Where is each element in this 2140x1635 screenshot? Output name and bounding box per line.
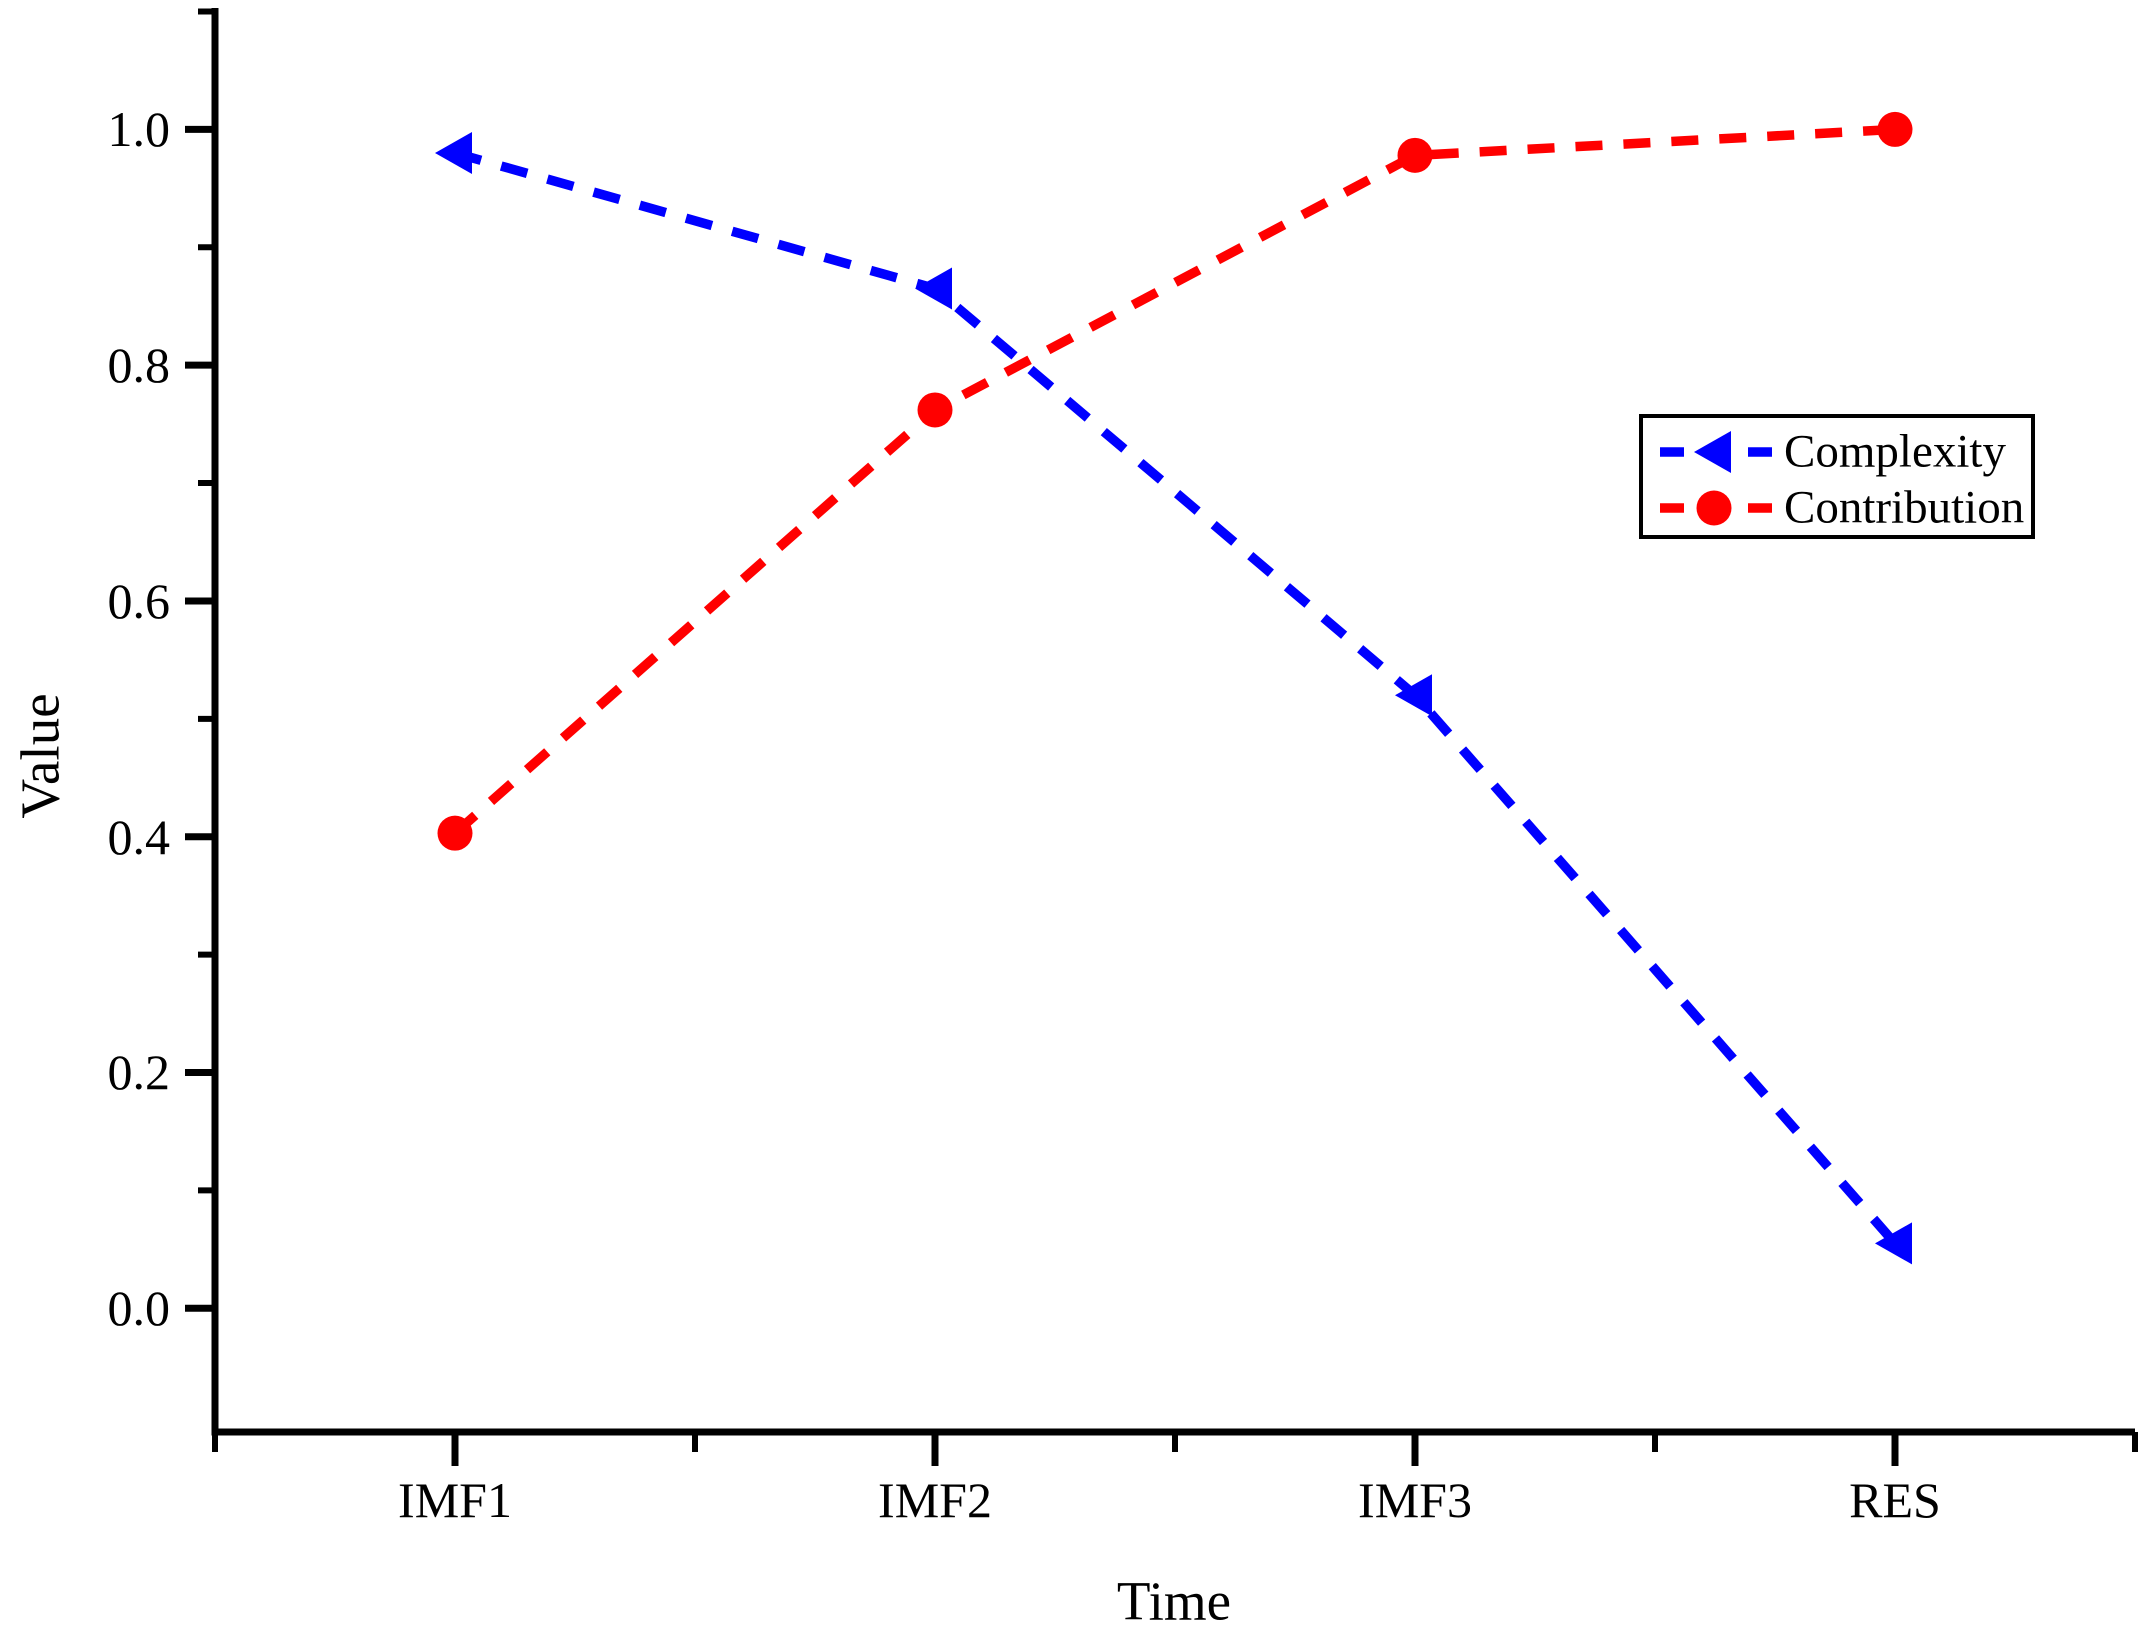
y-tick-label-0.8: 0.8 xyxy=(107,337,171,394)
marker-circle-imf1 xyxy=(437,815,473,851)
y-tick-label-1.0: 1.0 xyxy=(107,101,171,158)
y-axis-title: Value xyxy=(9,693,71,819)
legend-label-contribution: Contribution xyxy=(1784,481,2025,534)
x-tick-label-res: RES xyxy=(1849,1472,1941,1528)
legend-label-complexity: Complexity xyxy=(1784,425,2006,478)
x-axis-title: Time xyxy=(1116,1570,1232,1632)
marker-triangle-left-res xyxy=(1875,1222,1912,1265)
marker-circle-imf2 xyxy=(917,392,953,428)
y-tick-label-0.4: 0.4 xyxy=(107,808,171,865)
y-tick-label-0.2: 0.2 xyxy=(107,1044,171,1101)
x-tick-label-imf2: IMF2 xyxy=(878,1472,992,1528)
x-tick-label-imf3: IMF3 xyxy=(1358,1472,1472,1528)
marker-triangle-left-imf3 xyxy=(1395,674,1432,717)
marker-triangle-left-imf1 xyxy=(435,131,472,174)
legend-marker-triangle-left xyxy=(1694,431,1731,473)
y-tick-label-0.6: 0.6 xyxy=(107,572,171,629)
series-line-complexity xyxy=(453,148,1899,1247)
marker-circle-res xyxy=(1877,111,1913,147)
marker-circle-imf3 xyxy=(1397,137,1433,173)
y-tick-label-0.0: 0.0 xyxy=(107,1280,171,1337)
marker-triangle-left-imf2 xyxy=(915,267,952,310)
legend-marker-circle xyxy=(1696,490,1732,526)
x-tick-label-imf1: IMF1 xyxy=(398,1472,512,1528)
